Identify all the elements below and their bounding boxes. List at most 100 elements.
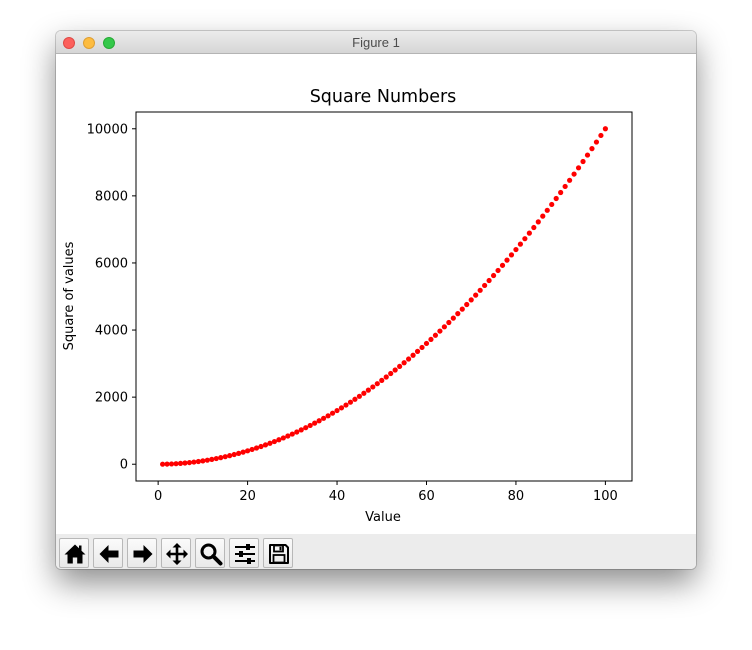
data-point: [419, 344, 425, 351]
data-point: [513, 246, 519, 253]
data-point: [406, 356, 412, 362]
data-point: [392, 367, 398, 373]
home-icon: [64, 544, 86, 564]
data-point: [593, 139, 600, 145]
data-point: [325, 413, 331, 419]
data-point: [227, 453, 233, 459]
data-point: [374, 381, 380, 387]
data-point: [365, 387, 371, 393]
navigation-toolbar: [56, 534, 696, 569]
back-button[interactable]: [93, 538, 123, 568]
data-point: [285, 433, 291, 439]
x-axis-ticks: 0 20 40 60 80 100: [154, 481, 618, 504]
arrow-left-icon: [99, 545, 119, 563]
data-point: [517, 241, 524, 247]
data-point: [388, 370, 394, 377]
x-tick-label: 20: [239, 489, 256, 504]
data-point: [249, 446, 255, 453]
x-tick-label: 60: [418, 489, 435, 504]
data-point: [549, 201, 555, 208]
data-point: [370, 384, 376, 390]
data-point: [553, 195, 559, 202]
sliders-icon: [235, 544, 255, 564]
data-point: [213, 455, 219, 462]
data-point: [499, 262, 506, 268]
data-point: [240, 449, 246, 455]
data-point: [526, 230, 532, 236]
data-point: [508, 252, 515, 258]
data-point: [495, 267, 501, 274]
home-button[interactable]: [59, 538, 89, 568]
data-point: [294, 429, 300, 435]
data-point: [253, 445, 260, 451]
data-point: [222, 454, 228, 460]
magnifier-icon: [200, 543, 223, 566]
data-point: [231, 451, 237, 458]
window-title: Figure 1: [352, 35, 400, 50]
data-point: [338, 405, 345, 411]
data-point: [504, 257, 510, 263]
data-point: [575, 165, 582, 171]
data-point: [298, 427, 304, 433]
scatter-chart: Square Numbers 0 20 40 60 80 100 0 2000 4000 600…: [62, 87, 633, 525]
data-point: [236, 450, 242, 456]
data-point: [428, 336, 434, 343]
y-tick-label: 10000: [87, 122, 128, 137]
data-point: [280, 435, 286, 441]
data-point: [191, 459, 197, 465]
data-point: [321, 415, 327, 421]
data-point: [173, 461, 179, 467]
data-point: [244, 448, 251, 454]
data-point: [267, 440, 273, 446]
data-point: [271, 438, 278, 445]
data-point: [347, 399, 354, 405]
minimize-window-button[interactable]: [83, 37, 95, 49]
plot-frame: [135, 111, 633, 482]
data-point: [218, 455, 224, 461]
data-point: [401, 360, 407, 366]
chart-title: Square Numbers: [310, 87, 457, 107]
data-point: [316, 418, 322, 424]
data-point: [276, 437, 282, 443]
configure-subplots-button[interactable]: [229, 538, 259, 568]
y-tick-label: 0: [120, 458, 128, 473]
data-point: [195, 458, 201, 465]
data-point: [598, 132, 604, 139]
data-point: [164, 461, 170, 467]
data-point: [446, 319, 452, 326]
floppy-disk-icon: [269, 544, 289, 564]
zoom-window-button[interactable]: [103, 37, 115, 49]
data-point: [464, 301, 470, 308]
figure-window: Figure 1 Square Numbers 0 20 40 60 80 100 0 20…: [56, 31, 696, 569]
y-tick-label: 6000: [95, 256, 128, 271]
x-tick-label: 40: [329, 489, 346, 504]
x-tick-label: 0: [154, 489, 162, 504]
data-point: [209, 456, 215, 462]
data-point: [186, 459, 193, 466]
y-axis-ticks: 0 2000 4000 6000 8000 10000: [87, 122, 136, 473]
data-point: [303, 425, 309, 431]
close-window-button[interactable]: [63, 37, 75, 49]
data-point: [540, 213, 546, 219]
save-button[interactable]: [263, 538, 293, 568]
data-point: [352, 396, 358, 402]
data-point: [602, 126, 608, 132]
pan-button[interactable]: [161, 538, 191, 568]
data-point: [544, 207, 550, 213]
data-point: [383, 374, 389, 380]
figure-canvas[interactable]: Square Numbers 0 20 40 60 80 100 0 2000 4000 600…: [56, 54, 696, 534]
data-point: [455, 311, 461, 317]
data-point: [334, 407, 340, 414]
data-point: [441, 324, 447, 330]
data-point: [531, 224, 537, 231]
forward-button[interactable]: [127, 538, 157, 568]
x-tick-label: 80: [508, 489, 525, 504]
zoom-button[interactable]: [195, 538, 225, 568]
data-point: [558, 189, 564, 196]
data-point: [414, 348, 421, 354]
data-point: [450, 315, 456, 321]
data-point: [584, 152, 591, 158]
data-point: [204, 457, 210, 463]
title-bar[interactable]: Figure 1: [56, 31, 696, 54]
data-point: [473, 292, 479, 298]
